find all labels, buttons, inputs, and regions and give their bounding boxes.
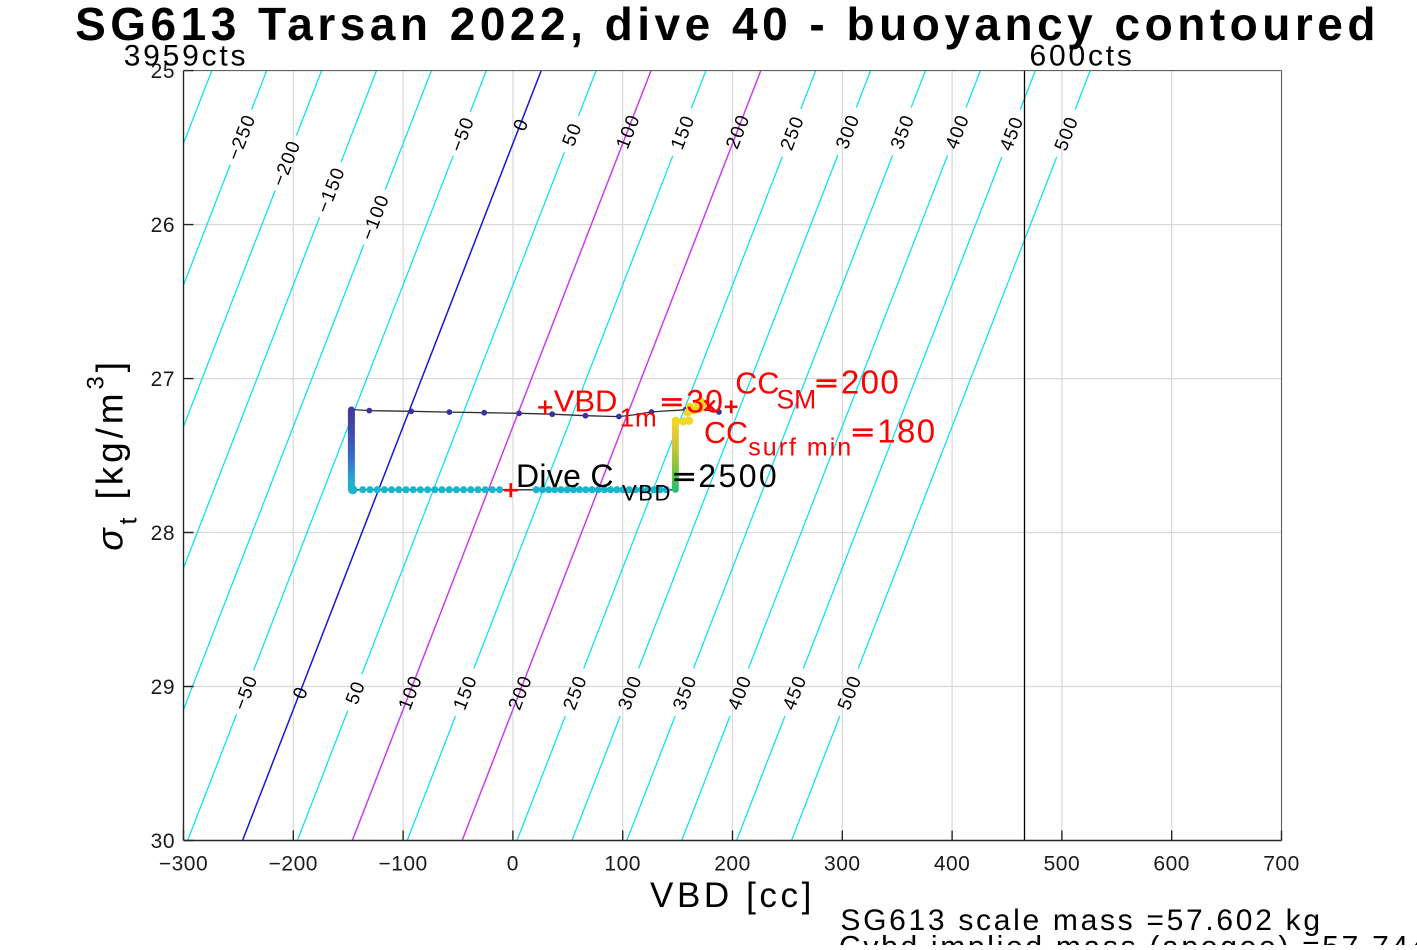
svg-text:VBD [cc]: VBD [cc] xyxy=(650,876,815,915)
svg-text:SG613 Tarsan 2022, dive 40 - b: SG613 Tarsan 2022, dive 40 - buoyancy co… xyxy=(75,0,1380,50)
svg-text:25: 25 xyxy=(151,60,175,83)
svg-text:500: 500 xyxy=(1044,852,1081,875)
svg-text:VBD: VBD xyxy=(622,481,672,506)
svg-text:700: 700 xyxy=(1263,852,1300,875)
svg-text:30: 30 xyxy=(151,830,175,853)
svg-text:0: 0 xyxy=(507,852,519,875)
svg-text:27: 27 xyxy=(151,368,175,391)
svg-text:300: 300 xyxy=(824,852,861,875)
svg-text:−200: −200 xyxy=(269,852,318,875)
svg-text:200: 200 xyxy=(841,364,900,401)
svg-text:26: 26 xyxy=(151,214,175,237)
svg-text:Cvbd implied mass (apogee) =57: Cvbd implied mass (apogee) =57.744 kg xyxy=(839,931,1417,946)
svg-text:29: 29 xyxy=(151,676,175,699)
svg-text:600cts: 600cts xyxy=(1030,39,1135,72)
svg-text:1m: 1m xyxy=(620,402,658,432)
svg-text:σt [kg/m3]: σt [kg/m3] xyxy=(83,358,143,551)
svg-text:−300: −300 xyxy=(159,852,208,875)
svg-text:−100: −100 xyxy=(378,852,427,875)
svg-text:600: 600 xyxy=(1153,852,1190,875)
svg-text:2500: 2500 xyxy=(698,458,779,494)
svg-text:200: 200 xyxy=(714,852,751,875)
svg-text:VBD: VBD xyxy=(554,383,618,418)
svg-text:CC: CC xyxy=(704,416,748,450)
svg-text:SG613 scale mass =57.602 kg: SG613 scale mass =57.602 kg xyxy=(840,904,1322,937)
svg-text:surf min: surf min xyxy=(748,434,853,462)
svg-text:400: 400 xyxy=(934,852,971,875)
svg-text:Dive C: Dive C xyxy=(516,458,614,494)
svg-text:CC: CC xyxy=(735,366,779,400)
svg-text:30: 30 xyxy=(686,383,724,419)
svg-text:SM: SM xyxy=(777,385,817,415)
svg-text:28: 28 xyxy=(151,522,175,545)
svg-text:180: 180 xyxy=(877,413,936,450)
svg-text:3959cts: 3959cts xyxy=(124,39,249,72)
svg-text:100: 100 xyxy=(604,852,641,875)
